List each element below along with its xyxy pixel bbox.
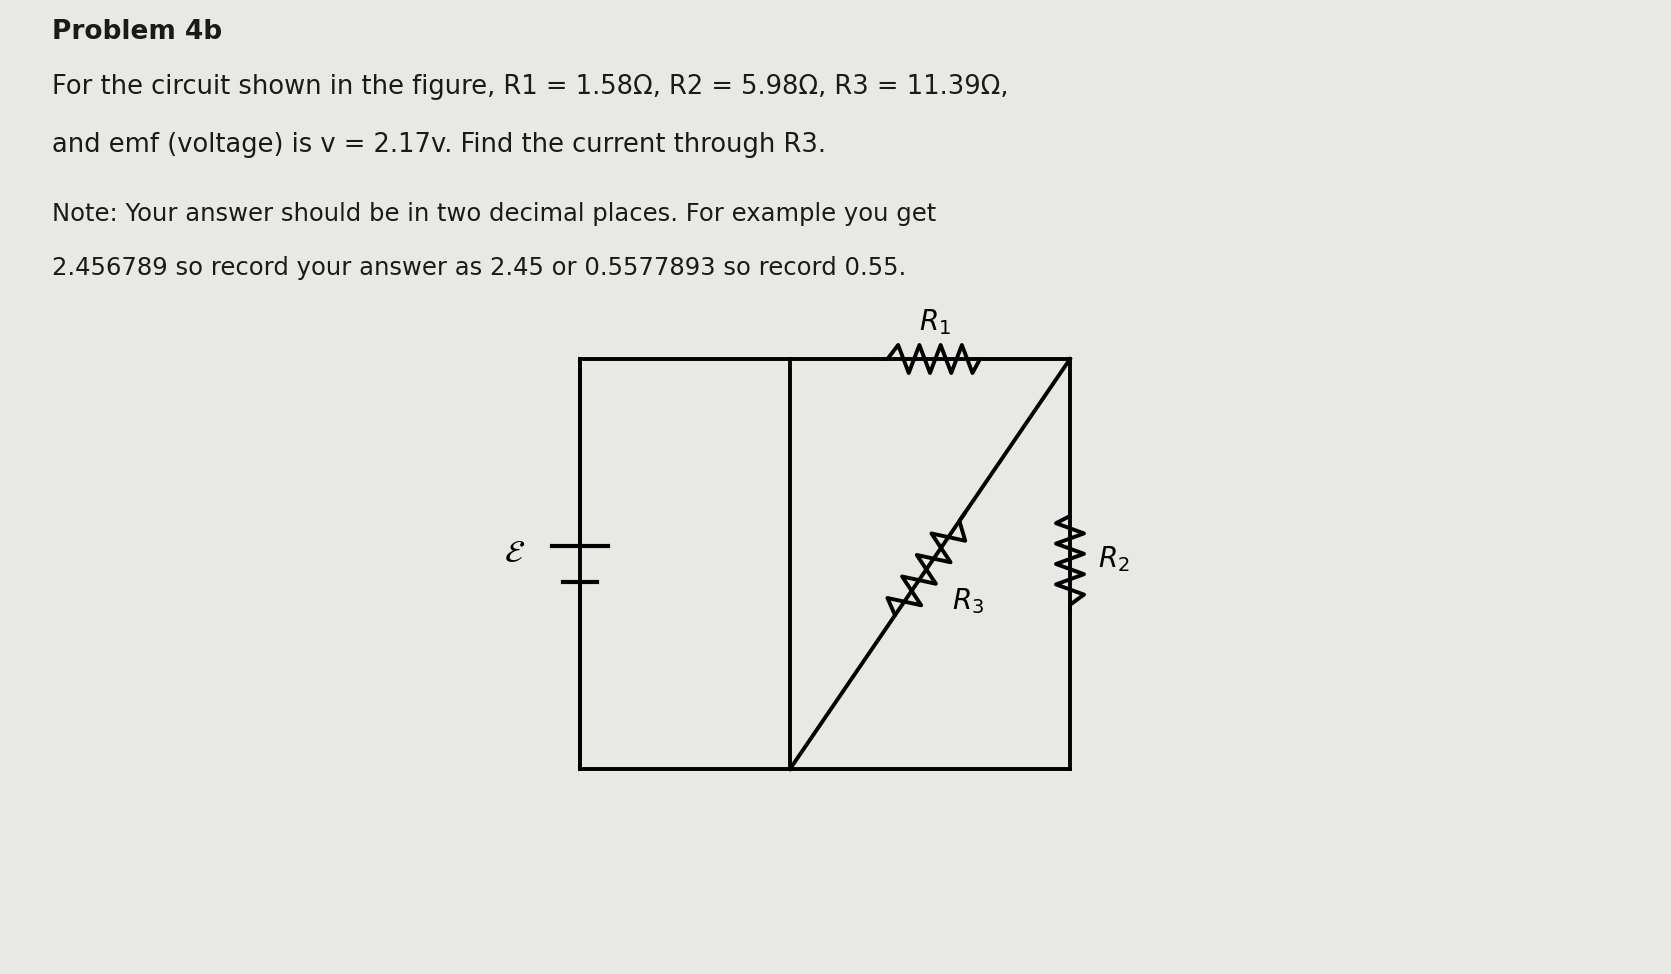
Text: Note: Your answer should be in two decimal places. For example you get: Note: Your answer should be in two decim… (52, 202, 936, 226)
Text: $R_2$: $R_2$ (1098, 544, 1130, 574)
Text: and emf (voltage) is v = 2.17v. Find the current through R3.: and emf (voltage) is v = 2.17v. Find the… (52, 132, 825, 158)
Text: $R_3$: $R_3$ (952, 586, 984, 616)
Text: 2.456789 so record your answer as 2.45 or 0.5577893 so record 0.55.: 2.456789 so record your answer as 2.45 o… (52, 256, 906, 280)
Text: Problem 4b: Problem 4b (52, 19, 222, 45)
Text: For the circuit shown in the figure, R1 = 1.58Ω, R2 = 5.98Ω, R3 = 11.39Ω,: For the circuit shown in the figure, R1 … (52, 74, 1009, 100)
Text: $\mathcal{E}$: $\mathcal{E}$ (505, 539, 525, 570)
Text: $R_1$: $R_1$ (919, 307, 951, 337)
